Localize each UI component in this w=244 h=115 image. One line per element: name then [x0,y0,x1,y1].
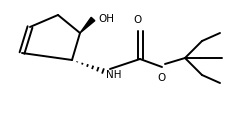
Text: O: O [158,72,166,82]
Text: OH: OH [98,14,114,24]
Polygon shape [80,18,95,34]
Text: NH: NH [106,69,122,79]
Text: O: O [133,15,141,25]
